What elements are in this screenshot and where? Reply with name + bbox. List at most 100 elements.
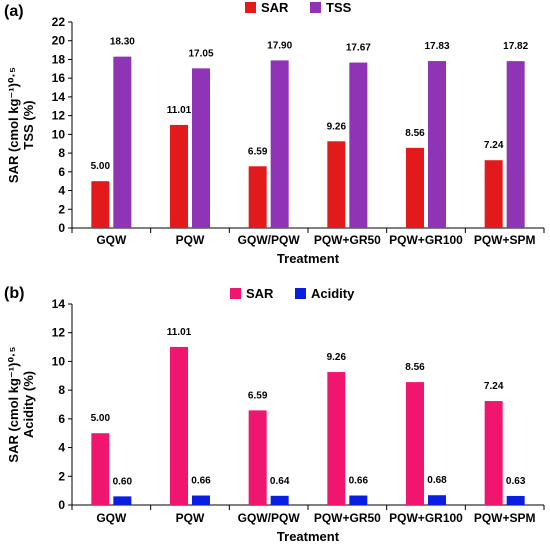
chart-panel-a: (a) 0 2 4 6 8 10 12 14 16 18 20 22 GQW 5.00 18.30 PQW 11.…	[4, 0, 545, 266]
y-axis-title-line1: SAR (cmol kg⁻¹)⁰·⁵	[6, 346, 21, 462]
y-tick-label: 22	[52, 15, 66, 29]
panel-label: (a)	[4, 3, 24, 20]
x-axis-title: Treatment	[277, 529, 340, 544]
y-tick-label: 10	[52, 354, 66, 368]
y-tick-label: 4	[58, 184, 65, 198]
bar-sar-pqw-gr100	[406, 147, 424, 228]
legend-label-sar: SAR	[261, 0, 289, 15]
legend-swatch-sar	[230, 288, 241, 299]
y-tick-label: 18	[52, 52, 66, 66]
data-label: 0.64	[270, 476, 290, 487]
data-label: 18.30	[110, 37, 135, 48]
x-tick-label: PQW	[176, 511, 205, 525]
data-label: 0.66	[349, 476, 369, 487]
x-tick-label: PQW+SPM	[474, 511, 536, 525]
data-label: 0.63	[506, 476, 526, 487]
bar-acidity-gqw	[113, 496, 132, 505]
legend-label-sar: SAR	[246, 286, 274, 301]
bar-tss-pqw	[192, 68, 210, 228]
x-tick-label: PQW+GR100	[389, 233, 463, 247]
legend: SAR TSS	[245, 0, 352, 15]
x-tick-label: GQW/PQW	[238, 511, 301, 525]
data-label: 17.82	[503, 41, 528, 52]
bar-sar-gqw-pqw	[248, 410, 267, 505]
panel-label: (b)	[4, 285, 24, 302]
legend-label-tss: TSS	[326, 0, 352, 15]
y-tick-label: 14	[52, 90, 66, 104]
y-tick-label: 2	[58, 469, 65, 483]
data-label: 5.00	[91, 413, 111, 424]
y-tick-label: 12	[52, 109, 66, 123]
y-axis-title-line2: Acidity (%)	[21, 371, 36, 438]
bar-tss-gqw-pqw	[270, 60, 289, 229]
data-label: 9.26	[327, 352, 347, 363]
y-tick-label: 10	[52, 127, 66, 141]
y-tick-label: 16	[52, 71, 66, 85]
data-label: 7.24	[484, 381, 504, 392]
x-tick-label: PQW+GR50	[314, 233, 381, 247]
legend-swatch-acidity	[295, 288, 306, 299]
legend-swatch-tss	[310, 2, 321, 13]
data-label: 11.01	[167, 327, 192, 338]
data-label: 7.24	[484, 140, 504, 151]
bar-acidity-pqw-spm	[506, 495, 525, 505]
x-tick-label: GQW/PQW	[238, 233, 301, 247]
data-label: 6.59	[248, 146, 268, 157]
data-label: 0.68	[427, 475, 447, 486]
bar-sar-pqw-spm	[484, 401, 503, 505]
bar-tss-gqw	[113, 56, 132, 229]
data-label: 17.05	[188, 48, 213, 59]
data-label: 9.26	[327, 121, 347, 132]
data-label: 8.56	[405, 128, 425, 139]
y-axis-title-line1: SAR (cmol kg⁻¹)⁰·⁵	[6, 67, 21, 183]
data-label: 5.00	[91, 161, 111, 172]
data-label: 8.56	[405, 362, 425, 373]
y-tick-label: 20	[52, 34, 66, 48]
y-tick-label: 12	[52, 326, 66, 340]
bar-sar-pqw	[170, 346, 188, 505]
bar-acidity-gqw-pqw	[270, 495, 289, 505]
data-label: 0.60	[113, 476, 133, 487]
y-axis-title-line2: TSS (%)	[21, 100, 36, 149]
y-tick-label: 6	[58, 165, 65, 179]
bar-tss-pqw-spm	[506, 61, 525, 228]
data-label: 17.90	[267, 40, 292, 51]
y-tick-label: 0	[58, 221, 65, 235]
bar-sar-gqw	[91, 181, 110, 228]
x-tick-label: PQW	[176, 233, 205, 247]
bar-sar-gqw	[91, 433, 110, 505]
y-tick-label: 8	[58, 383, 65, 397]
bar-sar-pqw	[170, 124, 188, 228]
data-label: 17.83	[424, 41, 449, 52]
bar-sar-gqw-pqw	[248, 166, 267, 228]
data-label: 11.01	[167, 105, 192, 116]
x-tick-label: PQW+SPM	[474, 233, 536, 247]
data-label: 0.66	[191, 476, 211, 487]
bar-acidity-pqw-gr100	[428, 495, 446, 505]
x-tick-label: GQW	[96, 233, 127, 247]
y-tick-label: 6	[58, 412, 65, 426]
bar-acidity-pqw-gr50	[349, 495, 368, 505]
y-tick-label: 2	[58, 202, 65, 216]
y-tick-label: 0	[58, 498, 65, 512]
x-tick-label: GQW	[96, 511, 127, 525]
y-tick-label: 14	[52, 297, 66, 311]
data-label: 17.67	[346, 43, 371, 54]
legend: SAR Acidity	[230, 286, 355, 301]
legend-swatch-sar	[245, 2, 256, 13]
y-tick-label: 8	[58, 146, 65, 160]
bar-sar-pqw-gr50	[327, 372, 346, 505]
bar-acidity-pqw	[192, 495, 210, 505]
bar-tss-pqw-gr50	[349, 62, 368, 229]
data-label: 6.59	[248, 390, 268, 401]
bar-sar-pqw-gr50	[327, 141, 346, 228]
chart-panel-b: (b) 0 2 4 6 8 10 12 14 GQW 5.00 0.60 PQW 11.01 0.66 GQW…	[4, 285, 545, 544]
bar-sar-pqw-gr100	[406, 382, 424, 505]
x-tick-label: PQW+GR50	[314, 511, 381, 525]
y-tick-label: 4	[58, 441, 65, 455]
x-axis-title: Treatment	[277, 251, 340, 266]
bar-tss-pqw-gr100	[428, 61, 446, 229]
bar-sar-pqw-spm	[484, 160, 503, 228]
